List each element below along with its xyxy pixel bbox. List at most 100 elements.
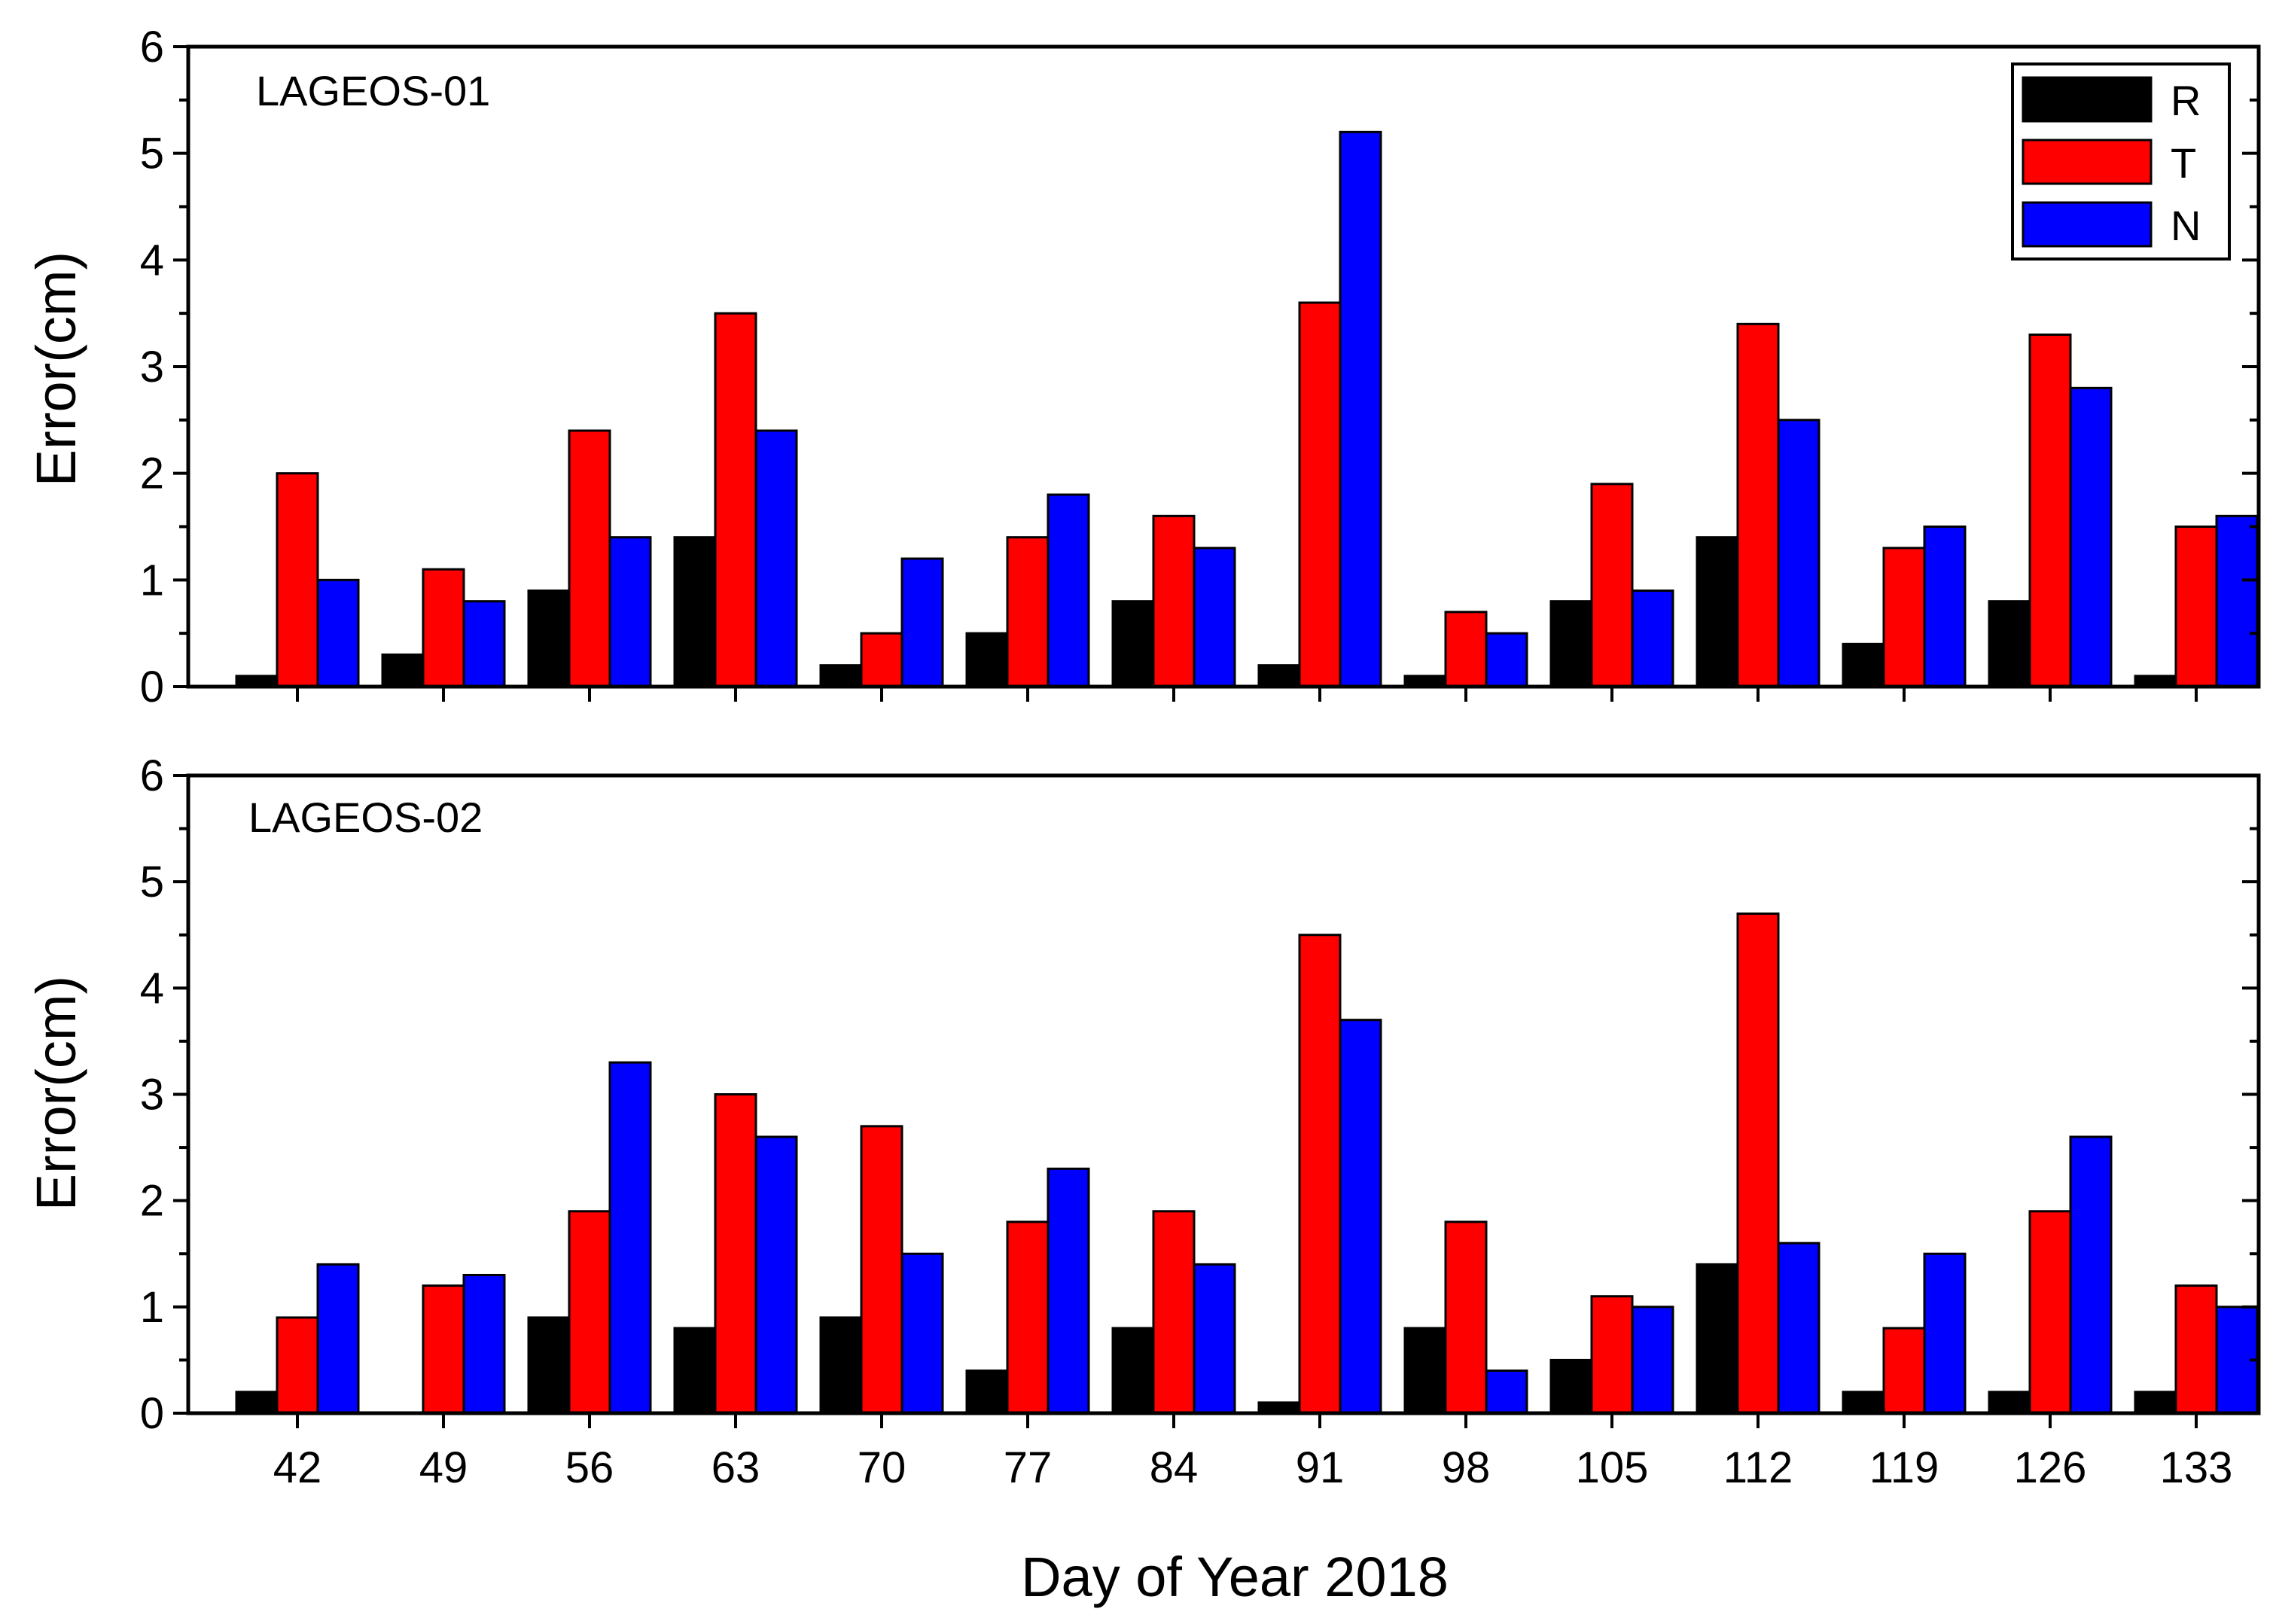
- legend-swatch-t: [2022, 139, 2153, 185]
- y-tick-label: 0: [140, 663, 164, 711]
- bar-lageos-01-r-70: [819, 664, 863, 688]
- y-tick-label: 6: [140, 23, 164, 72]
- bar-lageos-01-n-98: [1485, 632, 1528, 688]
- y-tick-label: 4: [140, 236, 164, 285]
- bar-lageos-02-r-63: [673, 1327, 717, 1415]
- x-tick-label-133: 133: [2160, 1443, 2233, 1492]
- bar-lageos-01-n-63: [754, 429, 798, 688]
- bar-lageos-01-n-119: [1923, 526, 1967, 688]
- bar-lageos-02-r-105: [1549, 1358, 1593, 1415]
- bar-lageos-01-t-133: [2174, 526, 2218, 688]
- bar-lageos-02-t-77: [1006, 1220, 1050, 1415]
- bar-lageos-02-t-126: [2028, 1210, 2072, 1415]
- y-axis-title-lageos-02: Error(cm): [25, 976, 87, 1211]
- legend: RTN: [2011, 62, 2231, 261]
- bar-lageos-01-t-91: [1298, 301, 1342, 688]
- y-tick-label: 0: [140, 1389, 164, 1438]
- bar-lageos-02-n-98: [1485, 1370, 1528, 1415]
- bar-lageos-02-r-98: [1403, 1327, 1447, 1415]
- bar-lageos-01-t-112: [1736, 322, 1780, 688]
- x-axis-title: Day of Year 2018: [1021, 1546, 1449, 1608]
- y-tick-label: 3: [140, 1071, 164, 1120]
- y-tick-label: 1: [140, 1283, 164, 1332]
- bar-lageos-01-t-84: [1152, 514, 1196, 688]
- y-tick-label: 6: [140, 751, 164, 800]
- bar-lageos-02-t-91: [1298, 934, 1342, 1415]
- bar-lageos-01-n-70: [900, 557, 944, 688]
- bar-lageos-01-r-126: [1988, 600, 2031, 688]
- bar-lageos-02-n-63: [754, 1135, 798, 1415]
- bar-lageos-02-r-126: [1988, 1391, 2031, 1415]
- bar-lageos-02-r-133: [2134, 1391, 2177, 1415]
- y-tick-label: 1: [140, 556, 164, 605]
- bar-lageos-02-t-63: [714, 1093, 757, 1415]
- bar-lageos-02-n-105: [1631, 1306, 1674, 1415]
- bar-group-lageos-02: [235, 913, 2259, 1415]
- x-tick-label-56: 56: [565, 1443, 614, 1492]
- legend-swatch-n: [2022, 201, 2153, 248]
- bar-lageos-02-n-112: [1777, 1242, 1820, 1415]
- bar-lageos-01-n-84: [1193, 547, 1236, 688]
- axis-ticks-lageos-01: [173, 45, 2259, 702]
- x-tick-label-91: 91: [1296, 1443, 1345, 1492]
- bar-lageos-02-r-56: [527, 1316, 571, 1415]
- bar-lageos-02-t-42: [276, 1316, 319, 1415]
- bar-lageos-02-t-70: [860, 1125, 903, 1415]
- y-tick-label: 5: [140, 858, 164, 906]
- x-tick-labels: 42 49 56 63 70 77 84 91 98 105 112 119 126 133: [273, 1443, 2233, 1492]
- bar-lageos-01-r-112: [1696, 536, 1739, 688]
- bar-lageos-01-t-126: [2028, 334, 2072, 688]
- bar-lageos-02-r-84: [1111, 1327, 1155, 1415]
- y-tick-label: 2: [140, 449, 164, 498]
- y-tick-labels-lageos-01: 0 1 2 3 4 5 6: [140, 23, 164, 711]
- x-tick-label-49: 49: [419, 1443, 468, 1492]
- bar-lageos-02-t-49: [422, 1284, 465, 1415]
- bar-lageos-01-t-63: [714, 312, 757, 688]
- bar-lageos-01-t-77: [1006, 536, 1050, 688]
- bar-lageos-01-r-77: [965, 632, 1009, 688]
- legend-label-n: N: [2171, 202, 2201, 249]
- bar-lageos-02-t-112: [1736, 913, 1780, 1415]
- bar-lageos-01-n-49: [462, 600, 506, 688]
- bar-lageos-02-n-56: [608, 1061, 652, 1415]
- legend-label-r: R: [2171, 77, 2201, 124]
- bar-lageos-02-n-84: [1193, 1263, 1236, 1415]
- y-tick-label: 4: [140, 964, 164, 1013]
- bar-lageos-02-n-119: [1923, 1252, 1967, 1415]
- bar-lageos-02-t-98: [1444, 1220, 1488, 1415]
- bar-lageos-01-t-56: [568, 429, 611, 688]
- x-tick-label-98: 98: [1442, 1443, 1491, 1492]
- x-tick-label-112: 112: [1723, 1443, 1793, 1492]
- x-tick-label-105: 105: [1576, 1443, 1649, 1492]
- bar-lageos-02-n-70: [900, 1252, 944, 1415]
- panel-label-lageos-02: LAGEOS-02: [248, 794, 483, 841]
- bar-group-lageos-01: [235, 130, 2259, 688]
- bar-lageos-01-r-84: [1111, 600, 1155, 688]
- bar-lageos-02-t-56: [568, 1210, 611, 1415]
- bar-lageos-01-t-105: [1590, 483, 1634, 688]
- bar-lageos-02-n-42: [316, 1263, 360, 1415]
- x-tick-label-119: 119: [1869, 1443, 1939, 1492]
- bar-lageos-01-n-56: [608, 536, 652, 688]
- bar-lageos-01-n-112: [1777, 419, 1820, 688]
- bar-lageos-01-t-98: [1444, 611, 1488, 688]
- y-tick-label: 3: [140, 343, 164, 392]
- panel-lageos-01: 0 1 2 3 4 5 6 LAGEOS-01 Error(cm) RTN: [25, 23, 2261, 711]
- legend-label-t: T: [2171, 139, 2196, 187]
- x-tick-label-42: 42: [273, 1443, 322, 1492]
- bar-lageos-01-n-77: [1047, 493, 1090, 688]
- x-tick-label-77: 77: [1004, 1443, 1053, 1492]
- bar-lageos-02-n-77: [1047, 1167, 1090, 1415]
- bar-lageos-02-n-91: [1339, 1019, 1382, 1415]
- bar-lageos-02-r-42: [235, 1391, 279, 1415]
- y-tick-label: 2: [140, 1177, 164, 1226]
- bar-lageos-02-n-126: [2069, 1135, 2113, 1415]
- x-tick-label-63: 63: [711, 1443, 760, 1492]
- y-axis-title-lageos-01: Error(cm): [25, 251, 87, 486]
- bar-lageos-01-n-105: [1631, 590, 1674, 688]
- bar-lageos-01-r-105: [1549, 600, 1593, 688]
- bar-lageos-02-t-119: [1882, 1327, 1926, 1415]
- bar-lageos-02-r-70: [819, 1316, 863, 1415]
- y-tick-labels-lageos-02: 0 1 2 3 4 5 6: [140, 751, 164, 1438]
